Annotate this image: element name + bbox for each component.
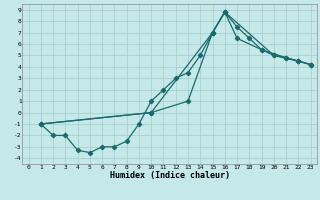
- X-axis label: Humidex (Indice chaleur): Humidex (Indice chaleur): [110, 171, 230, 180]
